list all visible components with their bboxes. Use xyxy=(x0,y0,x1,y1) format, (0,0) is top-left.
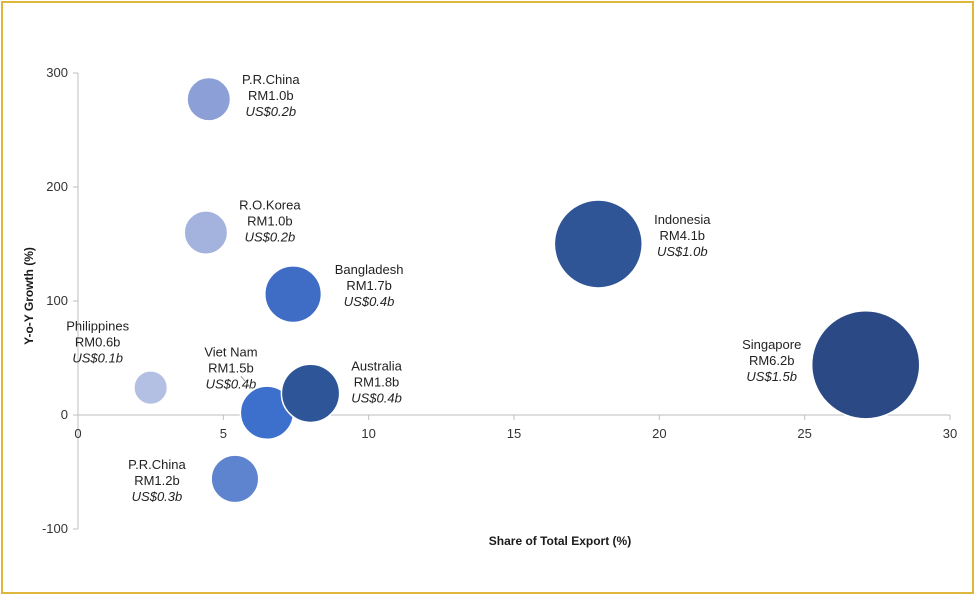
x-tick-label: 20 xyxy=(652,426,666,441)
bubble-label-usd: US$0.3b xyxy=(132,489,183,504)
bubble-p-r-china xyxy=(210,454,260,504)
bubble-label-name: Viet Nam xyxy=(204,345,257,360)
bubble-label-rm: RM6.2b xyxy=(749,353,795,368)
bubble-singapore xyxy=(810,310,921,420)
bubble-r-o-korea xyxy=(183,210,229,256)
bubble-indonesia xyxy=(553,199,643,289)
bubble-label-rm: RM1.0b xyxy=(247,214,293,229)
bubble-label-name: Indonesia xyxy=(654,212,711,227)
axes: -100 0 100 200 300 0 5 10 15 20 25 30 xyxy=(42,65,957,536)
y-tick-label: 100 xyxy=(46,293,68,308)
x-tick-label: 10 xyxy=(361,426,375,441)
bubble-label-name: Australia xyxy=(351,358,402,373)
y-tick-label: 300 xyxy=(46,65,68,80)
label-leader-line xyxy=(240,375,252,389)
bubble-label-rm: RM0.6b xyxy=(75,335,121,350)
bubble-label-rm: RM1.2b xyxy=(134,473,180,488)
bubbles xyxy=(133,76,921,504)
y-axis-title: Y-o-Y Growth (%) xyxy=(22,247,36,345)
bubble-label-usd: US$1.0b xyxy=(657,244,708,259)
bubble-label-rm: RM1.8b xyxy=(354,374,400,389)
bubble-label-usd: US$0.2b xyxy=(245,230,296,245)
bubble-bangladesh xyxy=(264,265,323,324)
bubble-label-name: Singapore xyxy=(742,337,801,352)
x-tick-label: 15 xyxy=(507,426,521,441)
bubble-label-usd: US$0.1b xyxy=(72,351,123,366)
bubble-label-name: Philippines xyxy=(66,319,129,334)
y-tick-label: 200 xyxy=(46,179,68,194)
x-tick-label: 0 xyxy=(74,426,81,441)
x-tick-label: 25 xyxy=(797,426,811,441)
bubble-label-name: P.R.China xyxy=(242,72,300,87)
bubble-label-usd: US$0.2b xyxy=(246,104,297,119)
bubble-label-usd: US$0.4b xyxy=(206,377,257,392)
bubble-label-name: Bangladesh xyxy=(335,262,404,277)
x-tick-label: 5 xyxy=(220,426,227,441)
bubble-label-usd: US$1.5b xyxy=(746,369,797,384)
x-axis-title: Share of Total Export (%) xyxy=(489,534,631,548)
y-tick-label: -100 xyxy=(42,521,68,536)
bubble-label-rm: RM4.1b xyxy=(660,228,706,243)
bubble-label-rm: RM1.7b xyxy=(346,278,392,293)
bubble-label-rm: RM1.5b xyxy=(208,361,254,376)
bubble-label-usd: US$0.4b xyxy=(344,294,395,309)
bubble-label-name: P.R.China xyxy=(128,457,186,472)
bubble-label-usd: US$0.4b xyxy=(351,390,402,405)
x-tick-label: 30 xyxy=(943,426,957,441)
y-tick-label: 0 xyxy=(61,407,68,422)
bubble-australia xyxy=(280,363,341,424)
bubble-philippines xyxy=(133,370,169,406)
bubble-label-name: R.O.Korea xyxy=(239,198,301,213)
bubble-p-r-china xyxy=(186,76,232,122)
bubble-labels: P.R.ChinaRM1.0bUS$0.2bR.O.KoreaRM1.0bUS$… xyxy=(66,72,801,504)
bubble-label-rm: RM1.0b xyxy=(248,88,294,103)
